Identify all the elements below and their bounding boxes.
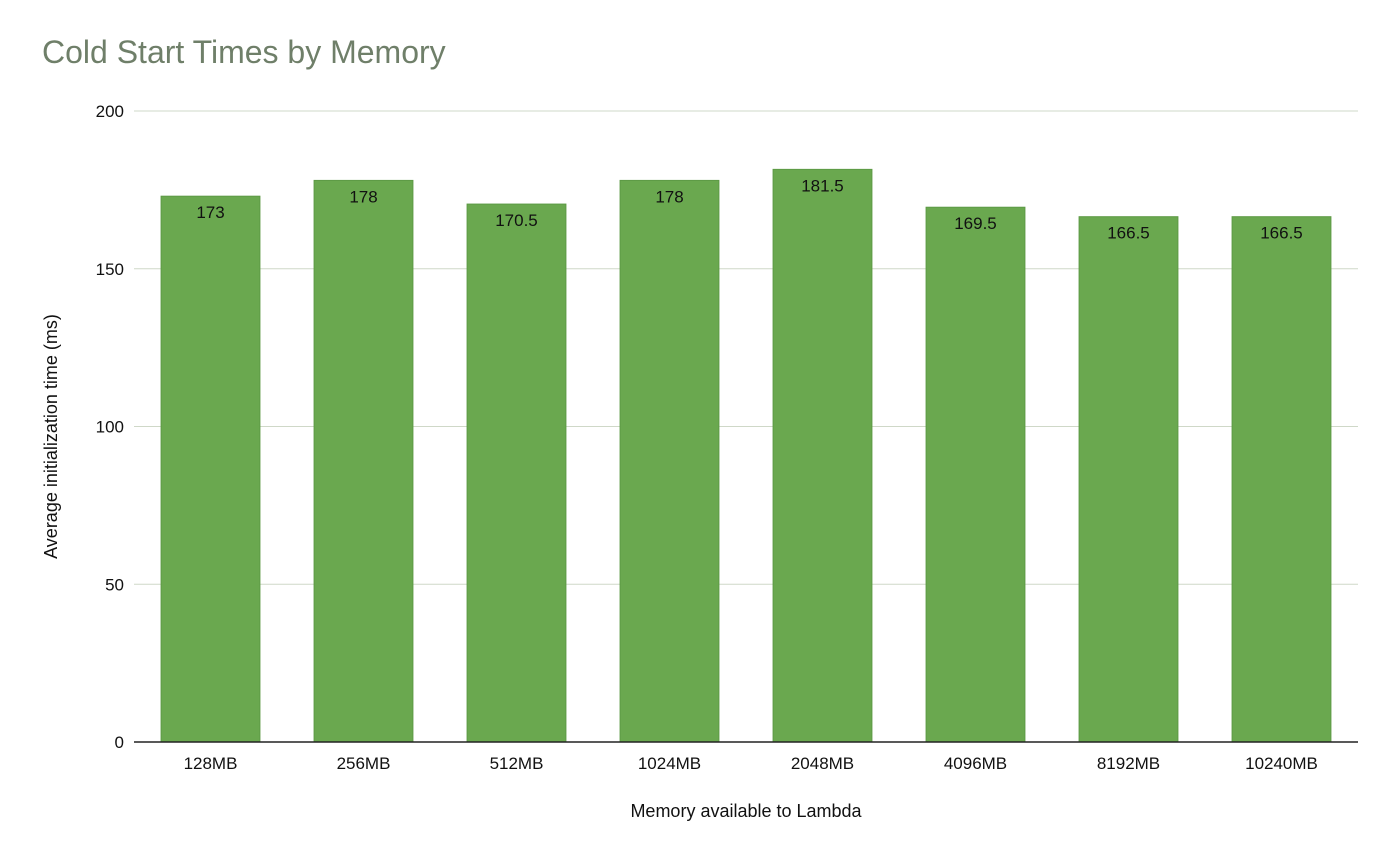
bar-2048MB <box>772 168 873 743</box>
x-tick-label-8192MB: 8192MB <box>1097 754 1160 773</box>
data-label-256MB: 178 <box>349 187 377 206</box>
y-axis-ticks: 0 50 100 150 200 <box>96 102 124 752</box>
bar-4096MB <box>925 206 1026 743</box>
bar-512MB <box>466 203 567 743</box>
bar-256MB <box>313 179 414 743</box>
x-axis-ticks: 128MB 256MB 512MB 1024MB 2048MB 4096MB 8192MB 1… <box>184 754 1318 773</box>
data-label-1024MB: 178 <box>655 187 683 206</box>
data-label-8192MB: 166.5 <box>1107 224 1150 243</box>
x-tick-label-512MB: 512MB <box>490 754 544 773</box>
x-tick-label-1024MB: 1024MB <box>638 754 701 773</box>
data-label-2048MB: 181.5 <box>801 176 844 195</box>
y-axis-title: Average initialization time (ms) <box>41 314 61 559</box>
data-label-512MB: 170.5 <box>495 211 538 230</box>
y-tick-label: 0 <box>115 733 124 752</box>
bar-1024MB <box>619 179 720 743</box>
data-label-128MB: 173 <box>196 203 224 222</box>
y-tick-label: 150 <box>96 260 124 279</box>
x-tick-label-128MB: 128MB <box>184 754 238 773</box>
x-tick-label-256MB: 256MB <box>337 754 391 773</box>
data-labels: 173 178 170.5 178 181.5 169.5 166.5 166.5 <box>196 176 1302 242</box>
bars <box>160 168 1332 743</box>
y-tick-label: 200 <box>96 102 124 121</box>
y-tick-label: 50 <box>105 575 124 594</box>
data-label-10240MB: 166.5 <box>1260 224 1303 243</box>
x-tick-label-2048MB: 2048MB <box>791 754 854 773</box>
bar-8192MB <box>1078 216 1179 743</box>
x-tick-label-10240MB: 10240MB <box>1245 754 1318 773</box>
y-tick-label: 100 <box>96 418 124 437</box>
chart-title: Cold Start Times by Memory <box>42 34 446 70</box>
x-tick-label-4096MB: 4096MB <box>944 754 1007 773</box>
x-axis-title: Memory available to Lambda <box>630 801 862 821</box>
bar-128MB <box>160 195 261 743</box>
bar-10240MB <box>1231 216 1332 743</box>
data-label-4096MB: 169.5 <box>954 214 997 233</box>
